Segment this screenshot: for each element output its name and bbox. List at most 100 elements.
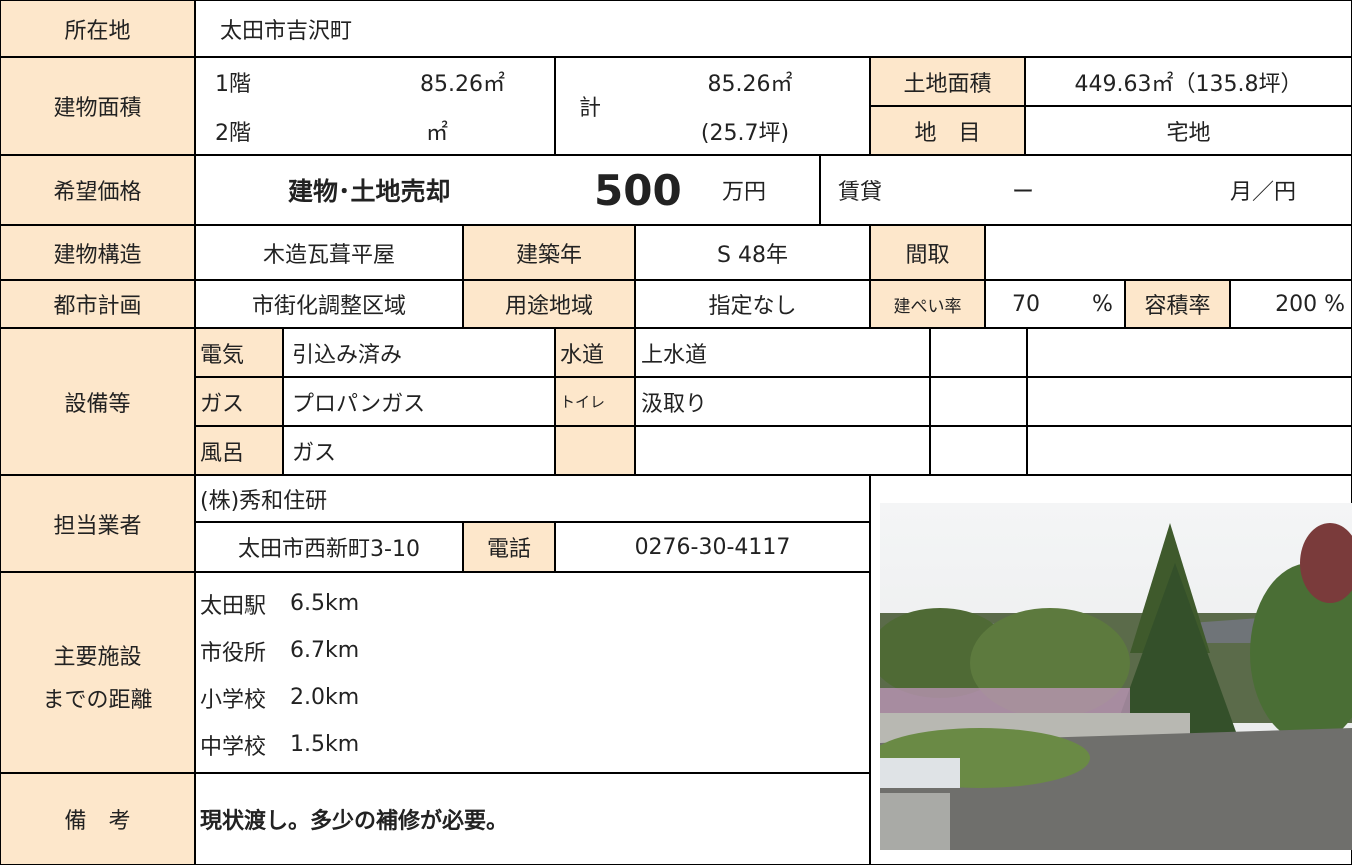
cell-text: %: [1092, 291, 1113, 317]
cell-text: 500: [594, 165, 682, 215]
cell-text: (株)秀和住研: [200, 488, 328, 514]
cell-text: 汲取り: [641, 391, 708, 417]
cell-text: 所在地: [64, 18, 131, 44]
property-photo: [880, 503, 1352, 850]
cell-text: 地 目: [914, 120, 981, 146]
cell-text: 現状渡し。多少の補修が必要。: [200, 809, 509, 834]
cell-text: 宅地: [1166, 120, 1211, 146]
cell-text: 市役所: [200, 640, 267, 666]
cell-text: 1.5km: [290, 732, 360, 757]
table-cell: [0, 328, 195, 475]
table-cell: [283, 426, 555, 475]
cell-text: 建物面積: [53, 96, 142, 121]
table-cell: [870, 106, 1025, 155]
cell-text: 建物構造: [53, 242, 142, 268]
table-cell: [635, 328, 930, 377]
cell-text: 引込み済み: [292, 342, 403, 368]
cell-text: 都市計画: [53, 294, 142, 319]
table-cell: [195, 426, 283, 475]
table-cell: [283, 328, 555, 377]
cell-text: 備 考: [64, 809, 131, 834]
table-cell: [0, 0, 195, 57]
cell-text: 賃貸: [838, 180, 883, 205]
cell-text: 間取: [905, 242, 950, 268]
cell-text: 建物･土地売却: [288, 177, 451, 206]
table-cell: [985, 225, 1352, 280]
table-cell: [635, 280, 870, 328]
cell-text: 85.26㎡: [707, 71, 793, 97]
cell-text: 上水道: [641, 342, 708, 368]
cell-text: 太田市西新町3-10: [238, 537, 420, 562]
table-cell: [635, 225, 870, 280]
cell-text: プロパンガス: [292, 391, 426, 417]
cell-text: (25.7坪): [700, 120, 790, 146]
table-cell: [555, 426, 635, 475]
table-cell: [0, 572, 195, 773]
cell-text: 449.63㎡（135.8坪）: [1074, 71, 1303, 97]
cell-text: 0276-30-4117: [634, 534, 791, 560]
table-cell: [555, 522, 870, 572]
table-cell: [0, 225, 195, 280]
cell-text: 2.0km: [290, 685, 360, 710]
cell-text: 水道: [560, 342, 605, 368]
table-cell: [1027, 328, 1352, 377]
cell-text: ガス: [292, 440, 337, 466]
cell-text: 6.5km: [290, 591, 360, 616]
cell-text: 建ぺい率: [893, 296, 962, 317]
cell-text: 月／円: [1230, 180, 1297, 205]
table-cell: [0, 475, 195, 572]
table-cell: [635, 377, 930, 426]
cell-text: ガス: [200, 391, 245, 417]
table-cell: [1027, 377, 1352, 426]
table-cell: [930, 377, 1027, 426]
cell-text: 6.7km: [290, 638, 360, 663]
cell-text: 中学校: [200, 734, 267, 760]
table-cell: [195, 155, 820, 225]
cell-text: 1階: [215, 71, 251, 97]
cell-text: 担当業者: [53, 513, 142, 539]
cell-text: 風呂: [200, 440, 245, 466]
cell-text: 85.26㎡: [420, 71, 505, 97]
cell-text: 用途地域: [504, 294, 593, 319]
table-cell: [635, 426, 930, 475]
table-cell: [555, 328, 635, 377]
table-cell: [930, 328, 1027, 377]
cell-text: 太田駅: [200, 593, 267, 619]
cell-text: 土地面積: [903, 71, 992, 97]
cell-text: 太田市吉沢町: [220, 18, 353, 44]
cell-text: 建築年: [515, 242, 582, 268]
table-cell: [463, 522, 555, 572]
cell-text: 200 %: [1275, 291, 1345, 317]
cell-text: 木造瓦葺平屋: [262, 242, 395, 268]
cell-text: 市街化調整区域: [251, 294, 406, 319]
cell-text: 電話: [486, 537, 531, 562]
cell-text: 小学校: [200, 687, 267, 713]
cell-text: 計: [578, 96, 601, 121]
cell-text: 容積率: [1144, 294, 1211, 319]
cell-text: 2階: [215, 120, 251, 146]
table-cell: [195, 377, 283, 426]
cell-text: 70: [1012, 291, 1040, 317]
cell-text: までの距離: [42, 688, 153, 713]
table-cell: [0, 57, 195, 155]
cell-text: 電気: [200, 342, 245, 368]
table-cell: [985, 280, 1125, 328]
cell-text: ㎡: [425, 120, 448, 146]
cell-text: 設備等: [64, 391, 131, 417]
table-cell: [195, 57, 555, 155]
table-cell: [195, 522, 463, 572]
table-cell: [0, 280, 195, 328]
table-cell: [283, 377, 555, 426]
table-cell: [195, 280, 463, 328]
table-cell: [930, 426, 1027, 475]
table-cell: [555, 377, 635, 426]
table-cell: [195, 475, 870, 522]
table-cell: [195, 328, 283, 377]
cell-text: S 48年: [717, 242, 788, 268]
table-cell: [463, 225, 635, 280]
table-cell: [870, 57, 1025, 106]
table-cell: [463, 280, 635, 328]
cell-text: 希望価格: [53, 180, 142, 205]
table-cell: [195, 572, 870, 773]
